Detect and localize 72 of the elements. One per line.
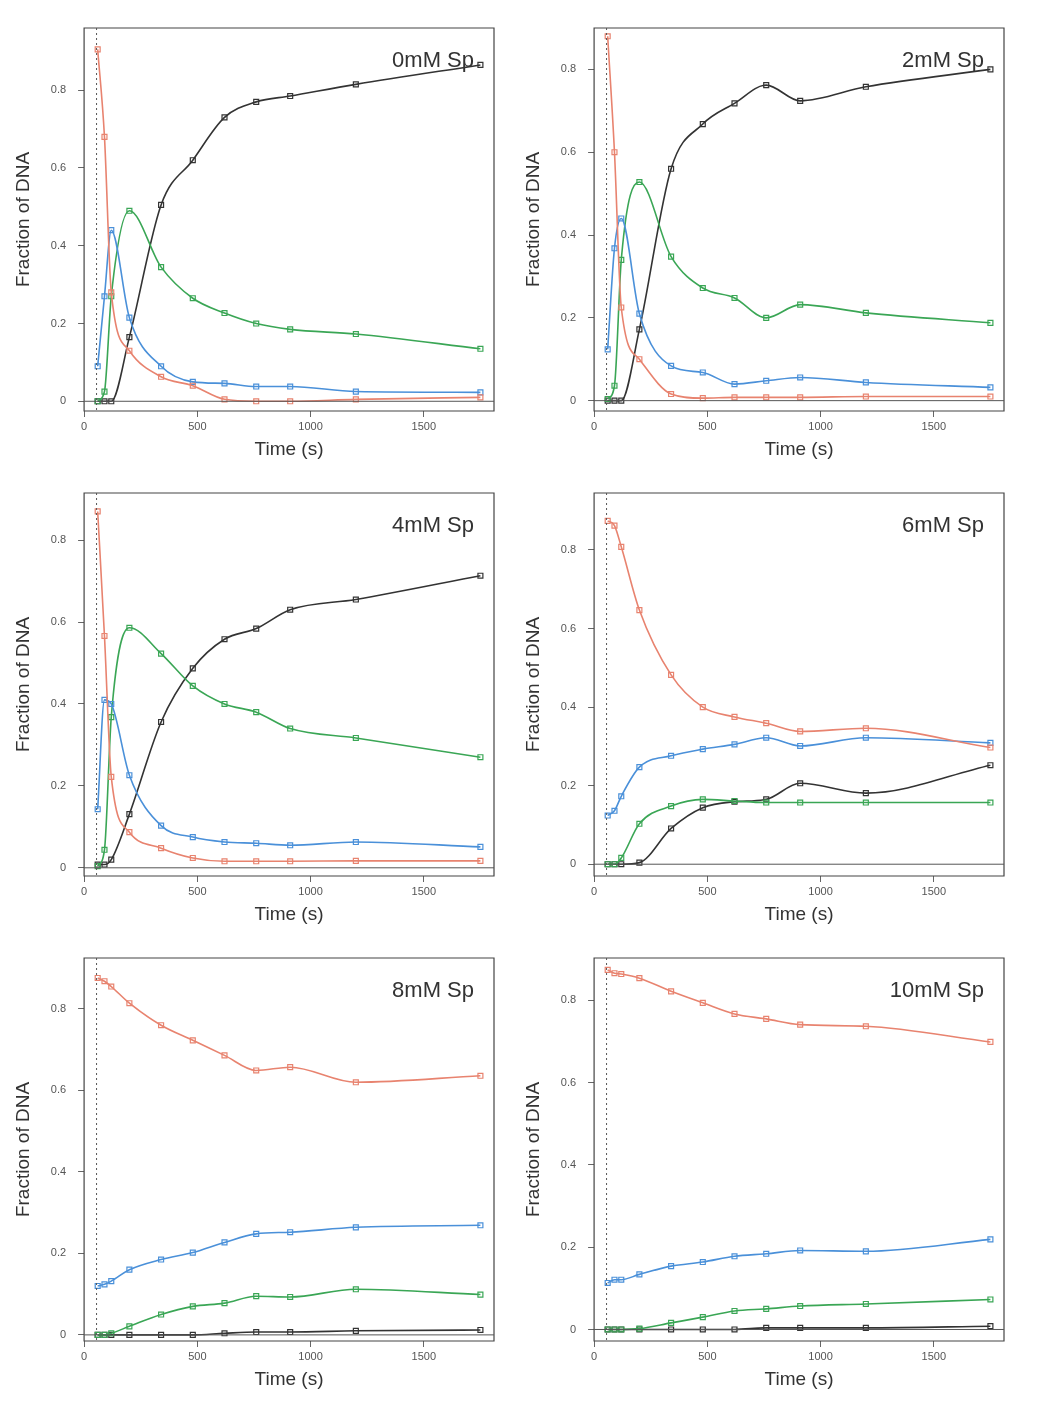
x-axis-title: Time (s): [254, 437, 324, 459]
y-axis-title: Fraction of DNA: [521, 1081, 543, 1218]
y-tick-label: 0.8: [50, 83, 67, 96]
text: 0mM Sp: [392, 47, 474, 73]
y-tick-label: 0.2: [50, 778, 67, 791]
x-tick-label: 500: [698, 884, 717, 897]
y-tick-label: 0.4: [560, 228, 577, 241]
x-tick-label: 500: [698, 419, 717, 432]
y-tick-label: 0.4: [50, 238, 67, 251]
y-tick-label: 0.8: [560, 62, 577, 75]
y-axis-title: Fraction of DNA: [11, 151, 33, 288]
x-tick-label: 0: [591, 419, 598, 432]
x-tick-label: 1500: [921, 1349, 947, 1362]
x-tick-label: 0: [81, 1349, 88, 1362]
y-tick-label: 0.8: [50, 1001, 67, 1014]
text: 10mM Sp: [889, 977, 984, 1003]
y-tick-label: 0: [569, 857, 577, 870]
y-tick-label: 0: [569, 393, 577, 406]
y-tick-label: 0.4: [50, 696, 67, 709]
y-tick-label: 0.6: [50, 615, 67, 628]
x-tick-label: 1500: [411, 419, 437, 432]
y-tick-label: 0.6: [560, 621, 577, 634]
text: 6mM Sp: [902, 512, 984, 538]
x-tick-label: 0: [591, 884, 598, 897]
y-tick-label: 0.6: [560, 1075, 577, 1088]
y-tick-label: 0.8: [50, 533, 67, 546]
x-tick-label: 1000: [298, 884, 323, 897]
x-tick-label: 1500: [411, 1349, 437, 1362]
y-tick-label: 0.2: [560, 778, 577, 791]
x-axis-title: Time (s): [764, 437, 834, 459]
y-tick-label: 0: [59, 1327, 67, 1340]
x-tick-label: 500: [698, 1349, 717, 1362]
x-tick-label: 1500: [921, 419, 947, 432]
y-axis-title: Fraction of DNA: [11, 1081, 33, 1218]
text: 8mM Sp: [392, 977, 474, 1003]
y-tick-label: 0.6: [50, 1083, 67, 1096]
x-tick-label: 0: [81, 884, 88, 897]
x-tick-label: 0: [591, 1349, 598, 1362]
x-tick-label: 1000: [808, 884, 833, 897]
x-tick-label: 1500: [411, 884, 437, 897]
y-axis-title: Fraction of DNA: [521, 616, 543, 753]
x-tick-label: 500: [188, 1349, 207, 1362]
y-tick-label: 0.4: [50, 1164, 67, 1177]
x-axis-title: Time (s): [764, 902, 834, 924]
x-tick-label: 1000: [298, 1349, 323, 1362]
x-axis-title: Time (s): [254, 1367, 324, 1389]
y-tick-label: 0: [59, 394, 67, 407]
y-tick-label: 0.2: [560, 310, 577, 323]
text: 2mM Sp: [902, 47, 984, 73]
text: 4mM Sp: [392, 512, 474, 538]
y-tick-label: 0.4: [560, 700, 577, 713]
y-tick-label: 0.2: [50, 1246, 67, 1259]
y-axis-title: Fraction of DNA: [11, 616, 33, 753]
y-tick-label: 0.6: [50, 161, 67, 174]
y-tick-label: 0.2: [560, 1240, 577, 1253]
x-tick-label: 500: [188, 419, 207, 432]
x-axis-title: Time (s): [764, 1367, 834, 1389]
y-tick-label: 0.4: [560, 1157, 577, 1170]
y-tick-label: 0.8: [560, 542, 577, 555]
y-tick-label: 0.6: [560, 145, 577, 158]
x-tick-label: 0: [81, 419, 88, 432]
x-tick-label: 1500: [921, 884, 947, 897]
x-tick-label: 1000: [808, 1349, 833, 1362]
y-tick-label: 0.8: [560, 993, 577, 1006]
x-tick-label: 1000: [298, 419, 323, 432]
y-tick-label: 0.2: [50, 316, 67, 329]
x-tick-label: 500: [188, 884, 207, 897]
y-tick-label: 0: [569, 1322, 577, 1335]
x-tick-label: 1000: [808, 419, 833, 432]
y-axis-title: Fraction of DNA: [521, 151, 543, 288]
x-axis-title: Time (s): [254, 902, 324, 924]
y-tick-label: 0: [59, 860, 67, 873]
